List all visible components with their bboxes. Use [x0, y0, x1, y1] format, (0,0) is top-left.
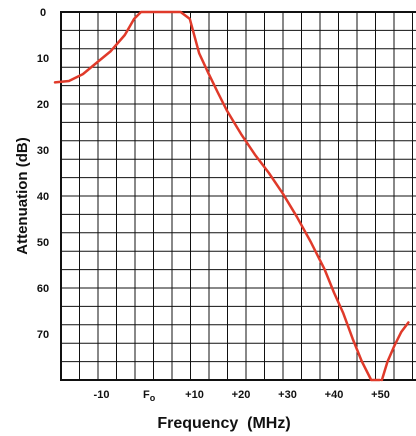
y-tick-labels: 0 10 20 30 40 50 60 70: [37, 7, 49, 341]
x-tick-label: +10: [185, 389, 204, 401]
y-tick-label: 20: [37, 99, 49, 111]
x-tick-label: +20: [232, 389, 251, 401]
response-curve: [53, 10, 410, 382]
plot-frame: [60, 11, 416, 381]
y-tick-label: 40: [37, 191, 49, 203]
y-tick-label: 50: [37, 237, 49, 249]
response-curve-segment-2: [380, 321, 410, 382]
fo-base: F: [143, 389, 150, 401]
y-tick-label: 60: [37, 283, 49, 295]
y-tick-label: 30: [37, 145, 49, 157]
y-tick-label: 10: [37, 53, 49, 65]
y-tick-label: 0: [40, 7, 46, 19]
response-curve-segment-1: [53, 10, 381, 382]
x-tick-label-fo: Fo: [143, 389, 156, 403]
x-tick-label: +30: [278, 389, 297, 401]
y-tick-label: 70: [37, 329, 49, 341]
grid: [61, 12, 416, 380]
x-axis-label: Frequency (MHz): [157, 415, 290, 432]
x-tick-label: -10: [94, 389, 110, 401]
y-axis-label: Attenuation (dB): [14, 137, 31, 254]
x-tick-label: +50: [371, 389, 390, 401]
fo-subscript: o: [150, 393, 156, 403]
x-tick-labels: -10 +10 +20 +30 +40 +50: [94, 389, 390, 401]
x-tick-label: +40: [325, 389, 344, 401]
